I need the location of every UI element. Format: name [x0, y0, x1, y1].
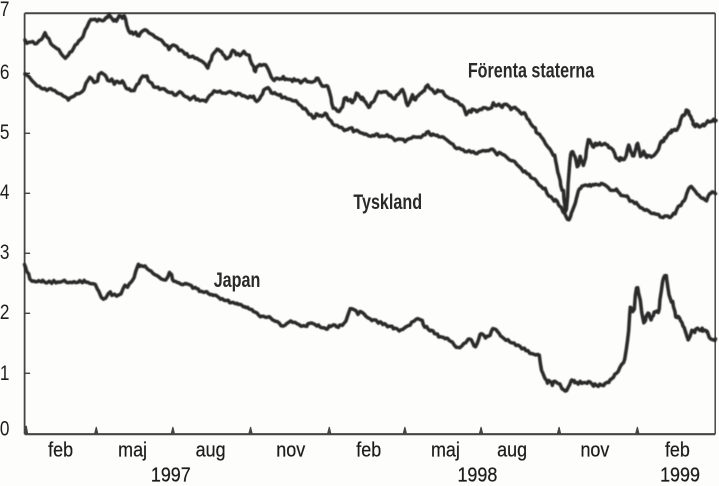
- svg-text:6: 6: [0, 60, 9, 84]
- svg-text:Tyskland: Tyskland: [353, 191, 422, 215]
- svg-text:Japan: Japan: [214, 269, 261, 293]
- svg-text:feb: feb: [48, 439, 73, 461]
- svg-text:3: 3: [0, 240, 9, 264]
- svg-text:aug: aug: [196, 439, 226, 461]
- svg-text:4: 4: [0, 180, 10, 204]
- svg-text:1997: 1997: [151, 464, 191, 486]
- svg-text:1998: 1998: [457, 464, 497, 486]
- svg-text:7: 7: [0, 0, 9, 21]
- svg-text:feb: feb: [356, 439, 381, 461]
- svg-text:1: 1: [0, 361, 9, 385]
- svg-text:5: 5: [0, 120, 9, 144]
- svg-text:nov: nov: [580, 439, 609, 461]
- svg-text:nov: nov: [276, 439, 305, 461]
- svg-text:1999: 1999: [660, 464, 700, 486]
- svg-text:maj: maj: [431, 439, 460, 461]
- svg-text:Förenta staterna: Förenta staterna: [468, 59, 595, 83]
- svg-text:0: 0: [0, 417, 10, 441]
- svg-text:maj: maj: [118, 439, 147, 461]
- svg-text:feb: feb: [665, 439, 690, 461]
- svg-text:aug: aug: [497, 439, 527, 461]
- svg-text:2: 2: [0, 300, 9, 324]
